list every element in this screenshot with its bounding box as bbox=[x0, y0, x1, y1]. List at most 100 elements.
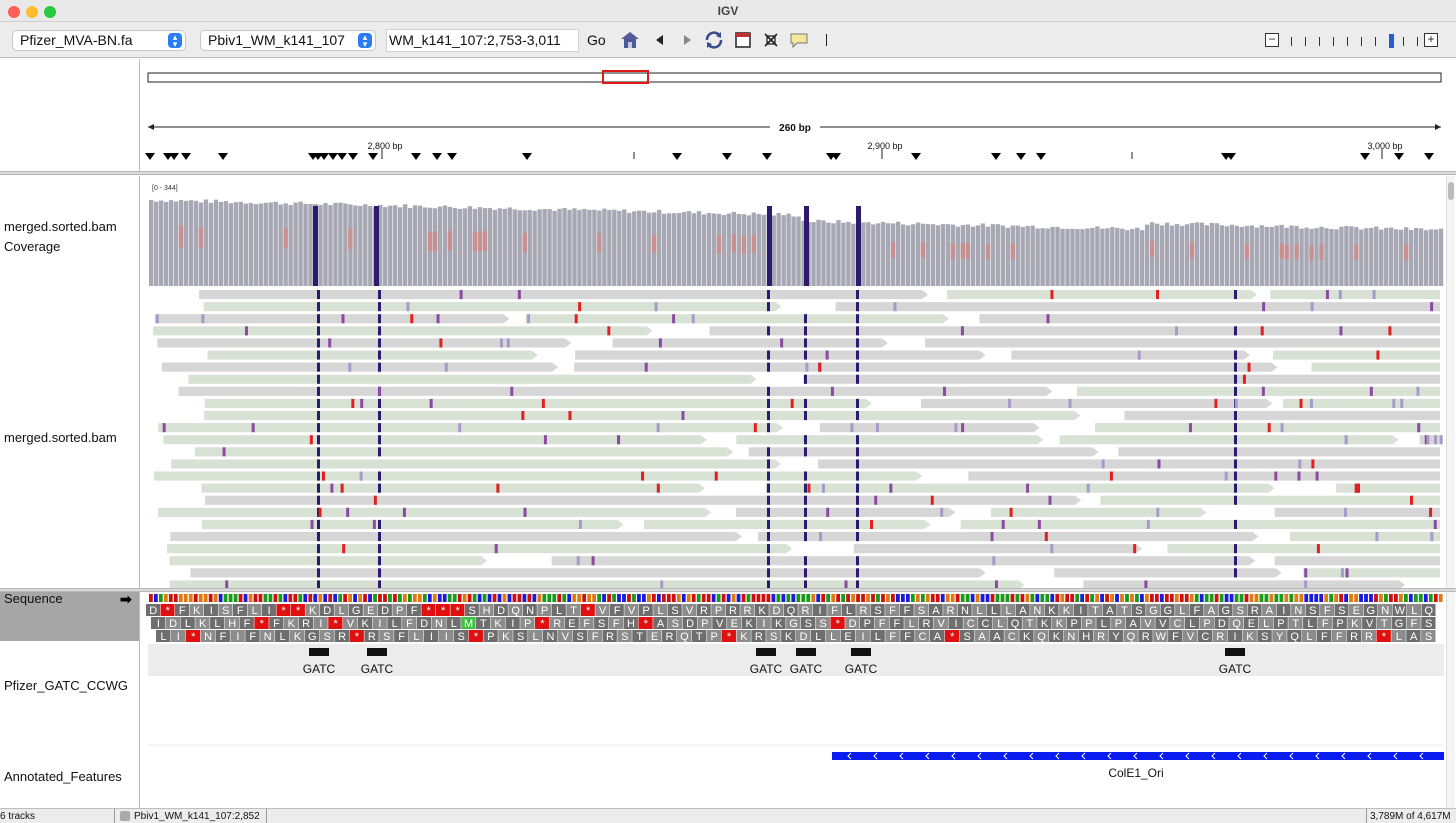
coverage-bar[interactable] bbox=[711, 213, 717, 286]
aligned-read[interactable] bbox=[574, 362, 1272, 372]
coverage-bar[interactable] bbox=[831, 223, 836, 286]
coverage-bar[interactable] bbox=[642, 210, 647, 286]
aligned-read[interactable] bbox=[207, 350, 532, 360]
coverage-bar[interactable] bbox=[1234, 225, 1240, 286]
aligned-read[interactable] bbox=[154, 314, 504, 324]
coverage-bar[interactable] bbox=[970, 226, 976, 286]
coverage-bar[interactable] bbox=[343, 203, 348, 286]
locus-input[interactable]: WM_k141_107:2,753-3,011 bbox=[386, 29, 579, 52]
coverage-bar[interactable] bbox=[248, 202, 253, 286]
coverage-bar[interactable] bbox=[1374, 226, 1379, 286]
coverage-bar[interactable] bbox=[945, 224, 951, 286]
coverage-bar[interactable] bbox=[1030, 225, 1035, 286]
coverage-bar[interactable] bbox=[442, 205, 448, 286]
coverage-bar[interactable] bbox=[1224, 226, 1230, 286]
sequence-track-label[interactable]: Sequence bbox=[4, 591, 63, 606]
coverage-bar[interactable] bbox=[1060, 228, 1065, 286]
coverage-bar[interactable] bbox=[417, 205, 423, 286]
coverage-bar[interactable] bbox=[577, 209, 582, 286]
coverage-bar[interactable] bbox=[1020, 226, 1025, 286]
coverage-bar[interactable] bbox=[721, 215, 727, 286]
aligned-read[interactable] bbox=[765, 483, 1269, 493]
pane-divider-2[interactable] bbox=[0, 588, 1456, 592]
coverage-bar[interactable] bbox=[771, 215, 776, 286]
coverage-bar[interactable] bbox=[452, 207, 458, 286]
coverage-bar[interactable] bbox=[1428, 229, 1434, 286]
coverage-bar[interactable] bbox=[1145, 224, 1150, 286]
gatc-feature-block[interactable] bbox=[796, 648, 816, 656]
coverage-bar[interactable] bbox=[661, 213, 667, 286]
aligned-read[interactable] bbox=[1419, 435, 1440, 445]
coverage-bar[interactable] bbox=[1045, 228, 1050, 286]
coverage-bar[interactable] bbox=[1105, 228, 1110, 286]
coverage-bar[interactable] bbox=[1100, 228, 1105, 286]
coverage-bar[interactable] bbox=[701, 214, 707, 286]
coverage-bar[interactable] bbox=[208, 202, 214, 286]
coverage-bar[interactable] bbox=[223, 201, 229, 286]
coverage-bar[interactable] bbox=[1184, 224, 1190, 286]
coverage-variant-bar[interactable] bbox=[313, 206, 318, 286]
coverage-bar[interactable] bbox=[637, 210, 642, 286]
coverage-bar[interactable] bbox=[328, 205, 333, 286]
coverage-track[interactable] bbox=[149, 199, 1444, 286]
coverage-bar[interactable] bbox=[383, 207, 388, 286]
coverage-bar[interactable] bbox=[1249, 225, 1254, 286]
coverage-bar[interactable] bbox=[407, 207, 413, 286]
aligned-read[interactable] bbox=[1059, 435, 1393, 445]
coverage-bar[interactable] bbox=[776, 212, 781, 286]
aligned-read[interactable] bbox=[1011, 350, 1244, 360]
coverage-bar[interactable] bbox=[1289, 225, 1294, 286]
chromosome-select[interactable]: Pbiv1_WM_k141_107 ▴ ▾ bbox=[200, 30, 376, 51]
coverage-track-label[interactable]: merged.sorted.bam Coverage bbox=[4, 219, 117, 254]
coverage-bar[interactable] bbox=[1050, 226, 1055, 286]
coverage-bar[interactable] bbox=[333, 202, 338, 286]
coverage-bar[interactable] bbox=[1055, 226, 1060, 286]
aligned-read[interactable] bbox=[757, 532, 1253, 542]
coverage-bar[interactable] bbox=[1259, 225, 1264, 286]
aligned-read[interactable] bbox=[1336, 483, 1440, 493]
coverage-bar[interactable] bbox=[1254, 227, 1259, 286]
coverage-bar[interactable] bbox=[1379, 229, 1384, 286]
coverage-bar[interactable] bbox=[253, 204, 258, 286]
coverage-bar[interactable] bbox=[163, 202, 169, 286]
coverage-variant-bar[interactable] bbox=[767, 206, 772, 286]
go-button[interactable]: Go bbox=[587, 32, 606, 48]
aligned-read[interactable] bbox=[194, 447, 728, 457]
coverage-bar[interactable] bbox=[173, 201, 179, 286]
coverage-bar[interactable] bbox=[502, 208, 507, 286]
gatc-feature-block[interactable] bbox=[367, 648, 387, 656]
coverage-bar[interactable] bbox=[836, 220, 841, 286]
coverage-bar[interactable] bbox=[273, 201, 278, 286]
coverage-bar[interactable] bbox=[915, 222, 921, 286]
aligned-read[interactable] bbox=[1289, 532, 1440, 542]
aligned-read[interactable] bbox=[1303, 568, 1440, 578]
coverage-bar[interactable] bbox=[1085, 228, 1090, 286]
coverage-bar[interactable] bbox=[1115, 227, 1120, 286]
coverage-bar[interactable] bbox=[1349, 226, 1354, 286]
cole1-ori-feature[interactable] bbox=[832, 752, 1444, 760]
aligned-read[interactable] bbox=[575, 350, 980, 360]
coverage-bar[interactable] bbox=[487, 207, 493, 286]
coverage-bar[interactable] bbox=[1438, 228, 1444, 286]
coverage-bar[interactable] bbox=[398, 207, 403, 286]
coverage-bar[interactable] bbox=[1433, 229, 1439, 286]
refresh-icon[interactable] bbox=[704, 30, 724, 50]
coverage-bar[interactable] bbox=[547, 209, 552, 286]
coverage-bar[interactable] bbox=[656, 209, 662, 286]
coverage-bar[interactable] bbox=[1000, 225, 1005, 286]
coverage-bar[interactable] bbox=[647, 212, 652, 286]
coverage-bar[interactable] bbox=[1304, 227, 1309, 286]
aligned-read[interactable] bbox=[1311, 362, 1440, 372]
coverage-bar[interactable] bbox=[358, 205, 363, 286]
coverage-bar[interactable] bbox=[1264, 226, 1269, 286]
coverage-bar[interactable] bbox=[233, 202, 239, 286]
coverage-bar[interactable] bbox=[1219, 225, 1225, 286]
alignment-track-label[interactable]: merged.sorted.bam bbox=[4, 430, 117, 445]
coverage-bar[interactable] bbox=[153, 201, 159, 286]
coverage-bar[interactable] bbox=[393, 205, 398, 286]
coverage-bar[interactable] bbox=[1269, 227, 1274, 286]
coverage-bar[interactable] bbox=[557, 208, 562, 286]
coverage-bar[interactable] bbox=[1159, 225, 1165, 286]
ruler-panel[interactable]: 260 bp 2,800 bp 2,900 bp 3,000 bp bbox=[140, 59, 1456, 171]
coverage-bar[interactable] bbox=[1299, 228, 1304, 286]
